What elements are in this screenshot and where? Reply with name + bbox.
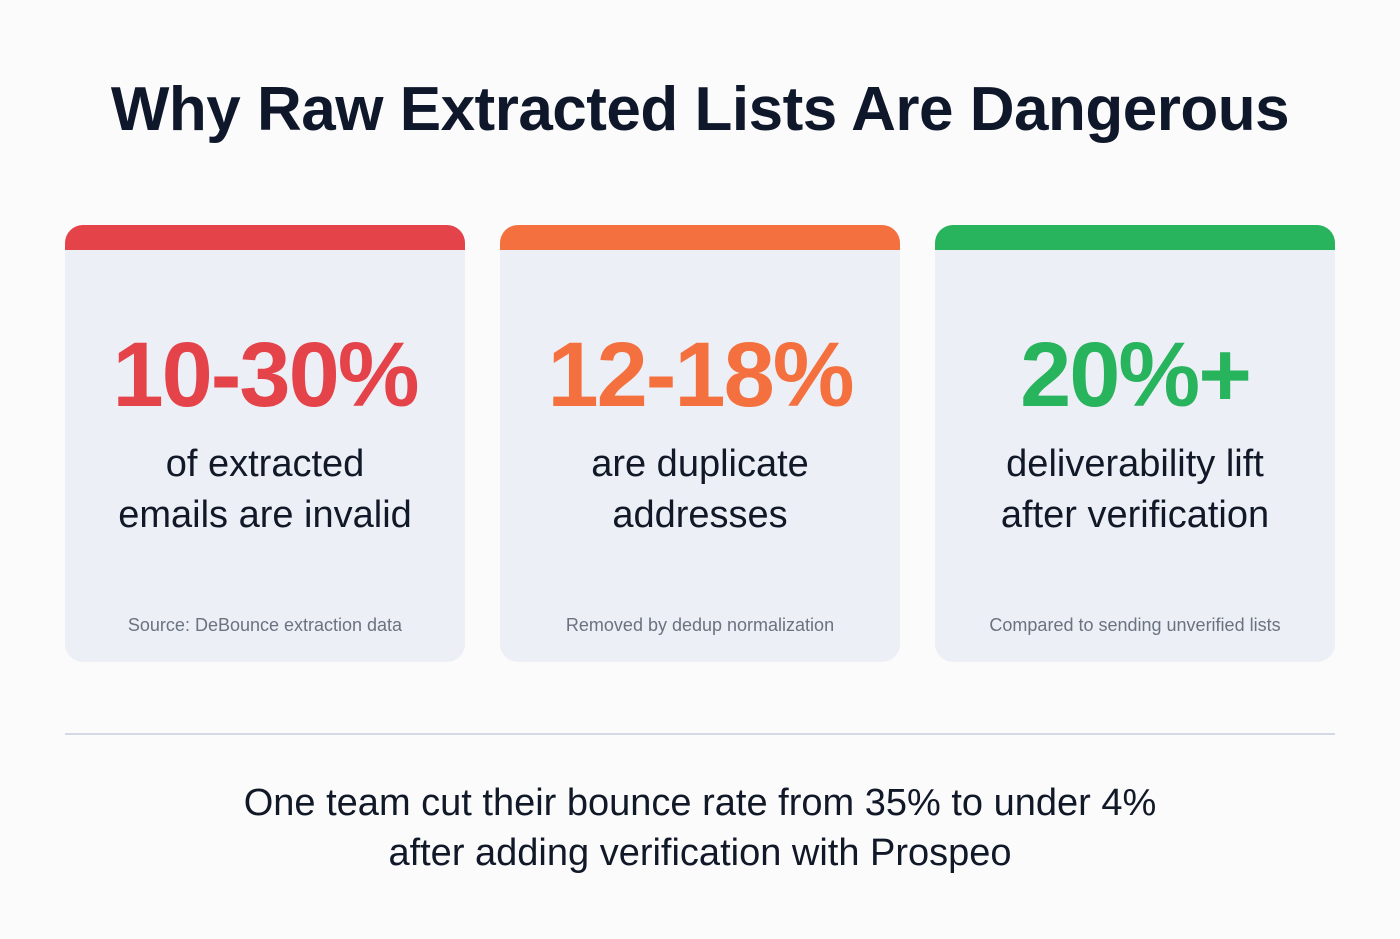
divider	[65, 733, 1335, 735]
footer-line: One team cut their bounce rate from 35% …	[243, 782, 1157, 824]
stat-description-line: after verification	[1000, 494, 1270, 536]
stat-card-deliverability: 20%+ deliverability lift after verificat…	[935, 225, 1335, 662]
card-accent-bar	[65, 225, 465, 250]
stat-source-note: Removed by dedup normalization	[565, 615, 835, 635]
stat-card-duplicates: 12-18% are duplicate addresses Removed b…	[500, 225, 900, 662]
stat-value: 20%+	[1020, 324, 1252, 426]
stat-description: deliverability lift after verification	[935, 439, 1335, 541]
stat-description-line: emails are invalid	[118, 494, 412, 536]
stat-cards: 10-30% of extracted emails are invalid S…	[65, 225, 1335, 662]
stat-description: of extracted emails are invalid	[65, 439, 465, 541]
card-accent-bar	[935, 225, 1335, 250]
stat-value: 12-18%	[547, 324, 854, 426]
card-accent-bar	[500, 225, 900, 250]
stat-description-line: are duplicate	[591, 443, 809, 485]
stat-description-line: of extracted	[165, 443, 365, 485]
stat-source-note: Source: DeBounce extraction data	[127, 615, 403, 635]
stat-card-invalid-emails: 10-30% of extracted emails are invalid S…	[65, 225, 465, 662]
page-title: Why Raw Extracted Lists Are Dangerous	[110, 75, 1290, 144]
footer-testimonial: One team cut their bounce rate from 35% …	[0, 778, 1400, 878]
stat-description-line: deliverability lift	[1006, 443, 1264, 485]
stat-source-note: Compared to sending unverified lists	[989, 615, 1281, 635]
stat-value: 10-30%	[112, 324, 419, 426]
footer-line: after adding verification with Prospeo	[388, 832, 1012, 874]
stat-description-line: addresses	[612, 494, 788, 536]
stat-description: are duplicate addresses	[500, 439, 900, 541]
